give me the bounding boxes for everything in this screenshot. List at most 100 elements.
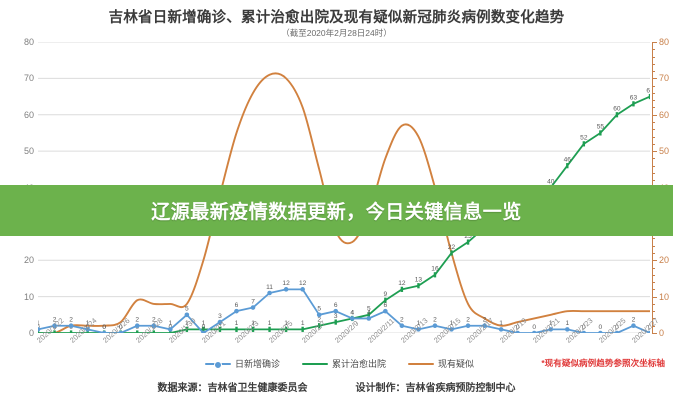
legend-item-2[interactable]: 累计治愈出院 [302,357,386,370]
svg-text:1: 1 [499,320,503,327]
svg-text:46: 46 [564,156,572,163]
legend-item-3[interactable]: 现有疑似 [408,357,474,370]
y-axis-right-tickmark [652,151,657,153]
y-axis-right-tickmark [652,245,655,247]
svg-text:1: 1 [235,320,239,327]
y-axis-right-tickmark [652,260,657,262]
page-title: 吉林省日新增确诊、累计治愈出院及现有疑似新冠肺炎病例数变化趋势 [108,10,565,26]
legend-swatch-icon [408,359,435,368]
y-axis-right-tick: 20 [659,255,670,266]
svg-text:1: 1 [284,320,288,327]
svg-text:2: 2 [400,317,404,324]
chart-footer: 数据来源：吉林省卫生健康委员会 设计制作：吉林省疾病预防控制中心 [0,379,673,394]
y-axis-right-tick: 60 [659,109,670,120]
svg-text:40: 40 [547,178,555,185]
legend-item-label: 现有疑似 [438,359,475,369]
y-axis-left-tick: 10 [23,291,34,302]
y-axis-right-tickmark [652,122,655,124]
legend-swatch-icon [205,359,231,369]
svg-text:2: 2 [483,317,487,324]
svg-text:11: 11 [266,284,273,291]
svg-text:3: 3 [334,313,338,320]
svg-text:25: 25 [464,233,472,240]
y-axis-right-tick: 50 [659,146,670,157]
y-axis-right-tickmark [652,282,655,284]
y-axis-right-tickmark [652,180,655,182]
svg-text:0: 0 [615,324,619,331]
svg-text:6: 6 [384,302,388,309]
y-axis-right-tickmark [652,238,655,240]
y-axis-right-tickmark [652,71,655,73]
svg-text:0: 0 [202,324,206,331]
y-axis-right-tickmark [652,42,657,43]
svg-text:0: 0 [532,324,536,331]
svg-text:13: 13 [415,277,423,284]
y-axis-right-tickmark [652,100,655,102]
svg-text:1: 1 [450,320,454,327]
y-axis-right-tickmark [652,114,657,116]
secondary-axis-note: *现有疑似病例趋势参照次坐标轴 [541,358,665,368]
svg-text:12: 12 [398,280,406,287]
y-axis-right-tickmark [652,296,657,298]
y-axis-right-tickmark [652,165,655,167]
svg-text:12: 12 [299,280,307,287]
svg-text:1: 1 [86,320,90,327]
svg-text:1: 1 [202,320,206,327]
y-axis-right-tickmark [652,289,655,291]
svg-text:55: 55 [597,124,605,131]
y-axis-right-tickmark [652,56,655,58]
svg-text:2: 2 [152,317,156,324]
design-credit-label: 设计制作：吉林省疾病预防控制中心 [355,383,516,394]
y-axis-left-tick: 80 [23,37,34,47]
y-axis-left-tick: 50 [23,146,34,157]
page-subtitle: （截至2020年2月28日24时） [281,28,392,38]
y-axis-left-tick: 60 [23,109,34,120]
svg-text:0: 0 [102,324,106,331]
svg-text:6: 6 [334,302,338,309]
y-axis-right-tickmark [652,63,655,65]
svg-text:12: 12 [282,280,290,287]
svg-text:1: 1 [549,320,553,327]
svg-text:2: 2 [317,317,321,324]
svg-text:4: 4 [350,309,354,316]
y-axis-right-tickmark [652,274,655,276]
legend-item-label: 累计治愈出院 [332,359,387,369]
y-axis-right-tickmark [652,85,655,87]
y-axis-right-tickmark [652,78,657,80]
svg-text:1: 1 [268,320,272,327]
svg-text:0: 0 [516,324,520,331]
legend-item-1[interactable]: 日新增确诊 [205,357,280,370]
y-axis-right-tick: 0 [659,328,665,338]
svg-text:5: 5 [185,306,189,313]
y-axis-right-tickmark [652,143,655,145]
svg-text:9: 9 [384,291,388,298]
y-axis-right-tickmark [652,129,655,131]
svg-text:0: 0 [38,324,40,331]
y-axis-right-tickmark [652,136,655,138]
y-axis-right-tickmark [652,92,655,94]
svg-text:1: 1 [38,320,40,327]
y-axis-right-tickmark [652,252,655,254]
svg-text:7: 7 [251,298,255,305]
legend-swatch-icon [302,359,329,368]
svg-text:2: 2 [433,317,437,324]
y-axis-right-tick: 80 [659,37,670,47]
y-axis-right-tickmark [652,318,655,320]
svg-text:6: 6 [235,302,239,309]
y-axis-right-tickmark [652,158,655,160]
svg-text:2: 2 [632,317,636,324]
svg-text:22: 22 [448,244,456,251]
svg-text:0: 0 [119,324,123,331]
y-axis-left-tick: 70 [23,73,34,84]
svg-text:1: 1 [301,320,305,327]
y-axis-right-tickmark [652,333,657,334]
y-axis-right-tick: 70 [659,73,670,84]
legend-item-label: 日新增确诊 [235,359,281,369]
svg-text:3: 3 [218,313,222,320]
svg-text:2: 2 [69,317,73,324]
y-axis-right-tickmark [652,325,655,327]
svg-text:5: 5 [367,306,371,313]
y-axis-right-tickmark [652,107,655,109]
y-axis-left-tick: 20 [23,255,34,266]
